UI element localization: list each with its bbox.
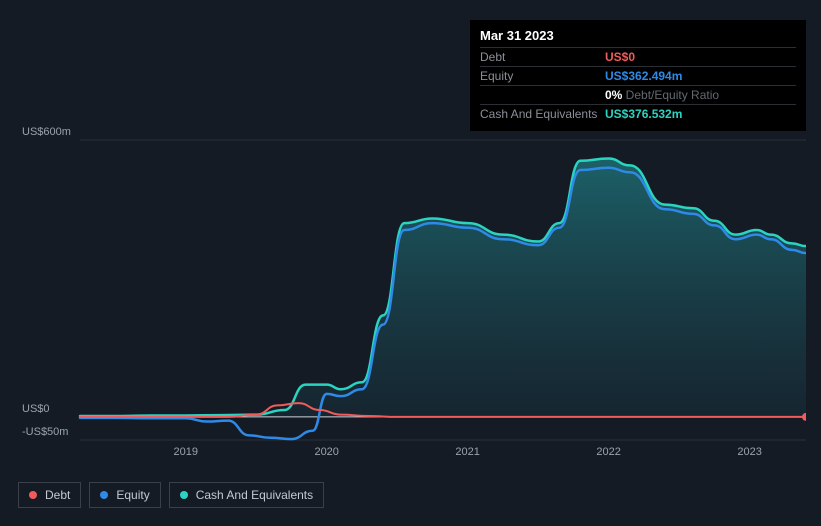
legend-label: Equity (116, 488, 149, 502)
tooltip-value: US$362.494m (605, 69, 682, 83)
tooltip-value: US$0 (605, 50, 635, 64)
tooltip-row: Cash And EquivalentsUS$376.532m (480, 104, 796, 123)
x-axis-label: 2022 (596, 446, 620, 458)
tooltip-row: DebtUS$0 (480, 47, 796, 66)
legend-dot-icon (180, 491, 188, 499)
legend-dot-icon (29, 491, 37, 499)
tooltip-label: Equity (480, 69, 605, 83)
x-axis-label: 2019 (173, 446, 197, 458)
y-axis-label: -US$50m (22, 426, 68, 438)
legend-item[interactable]: Debt (18, 482, 81, 508)
chart-tooltip: Mar 31 2023 DebtUS$0EquityUS$362.494m0% … (470, 20, 806, 131)
legend-dot-icon (100, 491, 108, 499)
legend-label: Debt (45, 488, 70, 502)
tooltip-label (480, 88, 605, 102)
tooltip-date: Mar 31 2023 (480, 28, 796, 47)
y-axis-label: US$0 (22, 403, 50, 415)
chart-legend: Debt Equity Cash And Equivalents (18, 482, 324, 508)
x-axis-label: 2020 (314, 446, 338, 458)
x-axis-label: 2021 (455, 446, 479, 458)
tooltip-row: 0% Debt/Equity Ratio (480, 85, 796, 104)
tooltip-label: Debt (480, 50, 605, 64)
tooltip-value: US$376.532m (605, 107, 682, 121)
legend-label: Cash And Equivalents (196, 488, 313, 502)
y-axis-label: US$600m (22, 126, 71, 138)
legend-item[interactable]: Cash And Equivalents (169, 482, 324, 508)
legend-item[interactable]: Equity (89, 482, 160, 508)
tooltip-value: 0% Debt/Equity Ratio (605, 88, 719, 102)
tooltip-row: EquityUS$362.494m (480, 66, 796, 85)
x-axis-label: 2023 (737, 446, 761, 458)
tooltip-label: Cash And Equivalents (480, 107, 605, 121)
